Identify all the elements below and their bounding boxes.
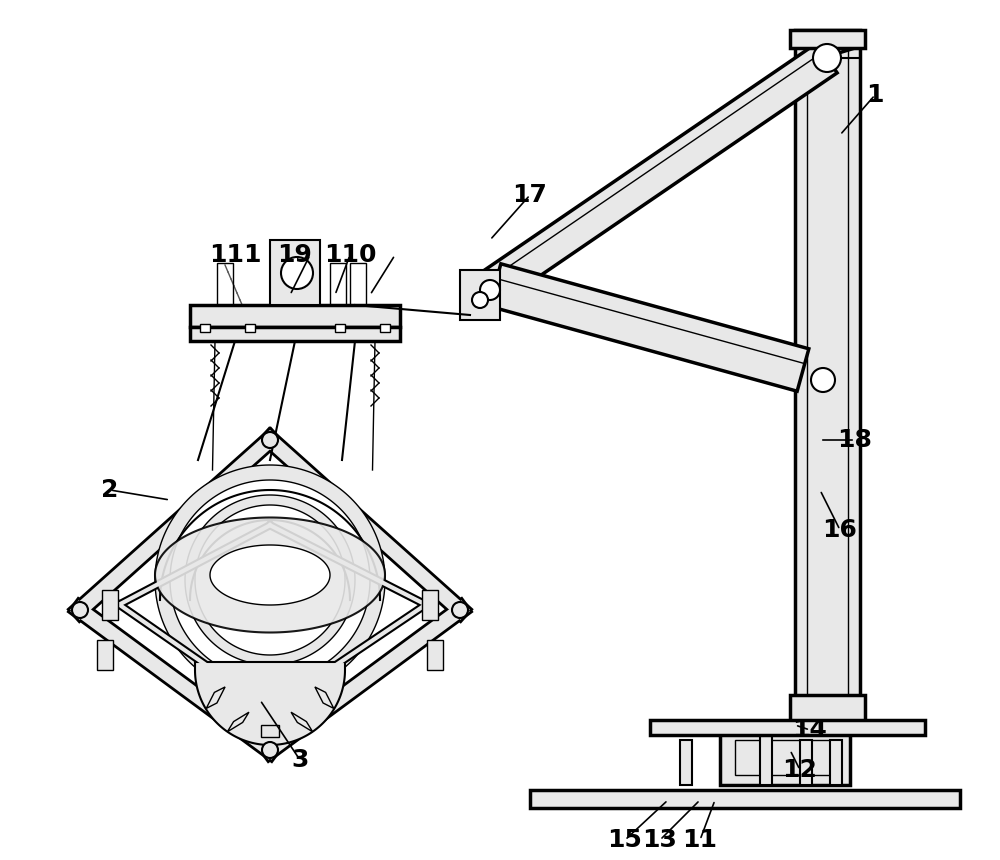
Circle shape [72,602,88,618]
Bar [530,790,960,808]
Text: 12: 12 [783,758,817,782]
Circle shape [480,280,500,300]
Text: 2: 2 [101,478,119,502]
Polygon shape [227,712,249,732]
Bar [790,695,865,725]
Circle shape [262,742,278,758]
Polygon shape [489,264,809,391]
Polygon shape [155,465,385,695]
Bar [830,740,842,785]
Bar [190,305,400,327]
Text: 1: 1 [866,83,884,107]
Polygon shape [170,480,370,680]
Text: 110: 110 [324,243,376,267]
Bar [190,327,400,341]
Bar [735,740,835,775]
Bar [800,740,812,785]
Bar [720,730,850,785]
Bar [422,590,438,620]
Polygon shape [206,687,225,709]
Polygon shape [291,712,313,732]
Bar [795,30,860,700]
Bar [680,740,692,785]
Polygon shape [210,545,330,605]
Bar [97,640,113,670]
Bar [270,240,320,305]
Text: 15: 15 [608,828,642,852]
Text: 11: 11 [682,828,718,852]
Text: 16: 16 [823,518,857,542]
Text: 111: 111 [209,243,261,267]
Text: 13: 13 [643,828,677,852]
Bar [427,640,443,670]
Bar [350,263,366,305]
Polygon shape [155,518,385,632]
Circle shape [472,292,488,308]
Circle shape [262,432,278,448]
Bar [335,324,345,332]
Bar [380,324,390,332]
Bar [650,720,925,735]
Bar [760,730,772,785]
Bar [330,263,346,305]
Bar [200,324,210,332]
Circle shape [452,602,468,618]
Circle shape [813,44,841,72]
Bar [460,270,500,320]
Polygon shape [195,662,345,745]
Bar [245,324,255,332]
Polygon shape [315,687,334,709]
Text: 14: 14 [793,718,827,742]
Text: 3: 3 [291,748,309,772]
Text: 18: 18 [838,428,872,452]
Polygon shape [185,495,355,665]
Circle shape [811,368,835,392]
Text: 19: 19 [278,243,312,267]
Polygon shape [470,43,837,310]
Polygon shape [195,505,345,655]
Text: 17: 17 [513,183,547,207]
Circle shape [281,257,313,289]
Bar [790,30,865,48]
Bar [217,263,233,305]
Polygon shape [261,725,279,737]
Bar [102,590,118,620]
